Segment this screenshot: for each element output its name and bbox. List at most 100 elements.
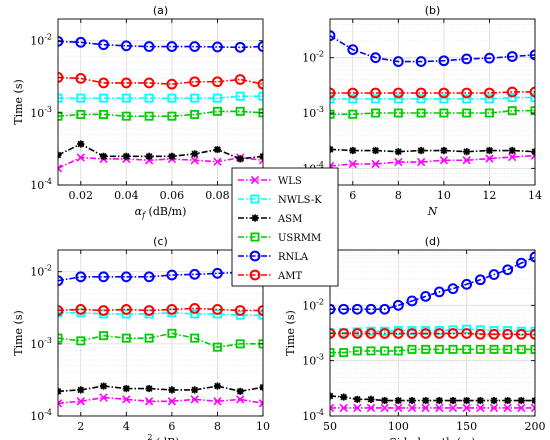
- legend-label: NWLS-K: [278, 195, 322, 206]
- data-point-usrmm: [393, 108, 403, 118]
- data-point-asm: [504, 396, 512, 405]
- plot-area: [58, 265, 263, 408]
- data-point-amt: [58, 305, 64, 316]
- data-point-asm: [440, 146, 448, 155]
- axes-frame: [329, 18, 536, 186]
- y-tick-label: 10-3: [30, 336, 52, 351]
- data-point-usrmm: [167, 328, 177, 338]
- data-point-usrmm: [407, 344, 417, 354]
- data-point-asm: [508, 146, 516, 155]
- x-axis-label: Side length (m): [389, 436, 475, 440]
- x-tick-label: 0.08: [205, 189, 230, 202]
- data-point-asm: [191, 150, 199, 158]
- x-axis-label: αf (dB/m): [135, 205, 187, 220]
- data-point-usrmm: [439, 108, 449, 118]
- x-tick-label: 6: [349, 189, 356, 202]
- data-point-amt: [120, 304, 132, 315]
- data-point-asm: [485, 146, 494, 155]
- data-point-nwls-k: [99, 93, 109, 103]
- data-point-usrmm: [144, 333, 154, 343]
- data-point-usrmm: [348, 109, 358, 119]
- data-point-asm: [77, 140, 85, 148]
- data-point-nwls-k: [235, 91, 245, 101]
- panel-title: (b): [425, 4, 441, 17]
- data-point-usrmm: [380, 346, 390, 356]
- data-point-amt: [58, 72, 64, 83]
- data-point-wls: [462, 156, 471, 165]
- data-point-wls: [476, 403, 485, 413]
- data-point-amt: [75, 73, 87, 84]
- data-point-rnla: [75, 36, 87, 48]
- data-point-rnla: [351, 303, 363, 315]
- data-point-rnla: [143, 41, 155, 52]
- legend-label: WLS: [278, 176, 302, 187]
- data-point-rnla: [58, 275, 64, 287]
- y-tick-label: 10-2: [302, 297, 324, 312]
- x-tick-label: 14: [528, 189, 542, 202]
- data-point-nwls-k: [144, 93, 154, 103]
- data-point-nwls-k: [462, 324, 472, 334]
- data-point-amt: [502, 328, 514, 340]
- data-point-usrmm: [530, 106, 535, 116]
- y-axis-label: Time (s): [12, 79, 25, 125]
- data-point-wls: [99, 393, 108, 402]
- data-point-rnla: [338, 303, 350, 315]
- data-point-wls: [76, 153, 85, 162]
- plot-area: [330, 251, 535, 413]
- data-point-rnla: [347, 44, 359, 55]
- axes-frame: [329, 249, 536, 417]
- y-axis-label: Time (s): [284, 310, 297, 356]
- data-point-asm: [168, 386, 176, 394]
- data-point-wls: [353, 403, 362, 413]
- data-point-wls: [517, 403, 526, 413]
- data-point-asm: [394, 148, 402, 156]
- data-point-amt: [143, 305, 155, 316]
- data-point-usrmm: [144, 111, 154, 121]
- data-point-asm: [349, 146, 357, 155]
- legend-marker: [250, 194, 260, 204]
- data-point-nwls-k: [190, 93, 200, 103]
- y-tick-label: 10-4: [302, 408, 324, 423]
- data-point-asm: [517, 396, 525, 405]
- data-point-rnla: [420, 291, 432, 302]
- data-point-asm: [191, 386, 199, 394]
- series-line-rnla: [58, 270, 263, 282]
- legend: WLS NWLS-K ASM USRMM RNLA AMT: [231, 167, 339, 287]
- data-point-rnla: [484, 52, 495, 64]
- chart-panel-d: 10-410-310-210-150100150200(d)Side lengt…: [284, 235, 546, 440]
- x-tick-label: 50: [323, 420, 337, 433]
- data-point-wls: [190, 156, 199, 165]
- data-point-wls: [489, 403, 499, 413]
- panel-title: (d): [425, 235, 441, 248]
- y-tick-label: 10-2: [30, 264, 52, 279]
- x-tick-label: 10: [437, 189, 451, 202]
- data-point-asm: [99, 382, 108, 390]
- x-tick-label: 200: [525, 420, 546, 433]
- data-point-amt: [98, 305, 109, 316]
- data-point-amt: [189, 303, 201, 314]
- data-point-usrmm: [448, 344, 458, 354]
- x-tick-label: 150: [456, 420, 477, 433]
- data-point-wls: [439, 156, 449, 165]
- data-point-nwls-k: [121, 93, 131, 103]
- data-point-amt: [484, 87, 495, 99]
- data-point-rnla: [365, 303, 377, 315]
- data-point-nwls-k: [484, 94, 494, 104]
- data-point-asm: [449, 396, 457, 405]
- data-point-rnla: [433, 286, 445, 298]
- grid: [58, 250, 263, 416]
- legend-marker: [249, 269, 261, 281]
- data-point-asm: [99, 152, 108, 160]
- data-point-amt: [212, 304, 223, 315]
- data-point-usrmm: [76, 109, 86, 119]
- data-point-amt: [338, 328, 350, 339]
- legend-box: [231, 167, 339, 287]
- data-point-rnla: [461, 278, 473, 290]
- legend-entry-asm: ASM: [238, 214, 302, 225]
- x-tick-label: 12: [482, 189, 496, 202]
- data-point-amt: [447, 328, 459, 339]
- legend-marker: [250, 232, 260, 242]
- panel-title: (c): [153, 235, 168, 248]
- legend-label: AMT: [277, 271, 302, 282]
- data-point-usrmm: [530, 344, 535, 354]
